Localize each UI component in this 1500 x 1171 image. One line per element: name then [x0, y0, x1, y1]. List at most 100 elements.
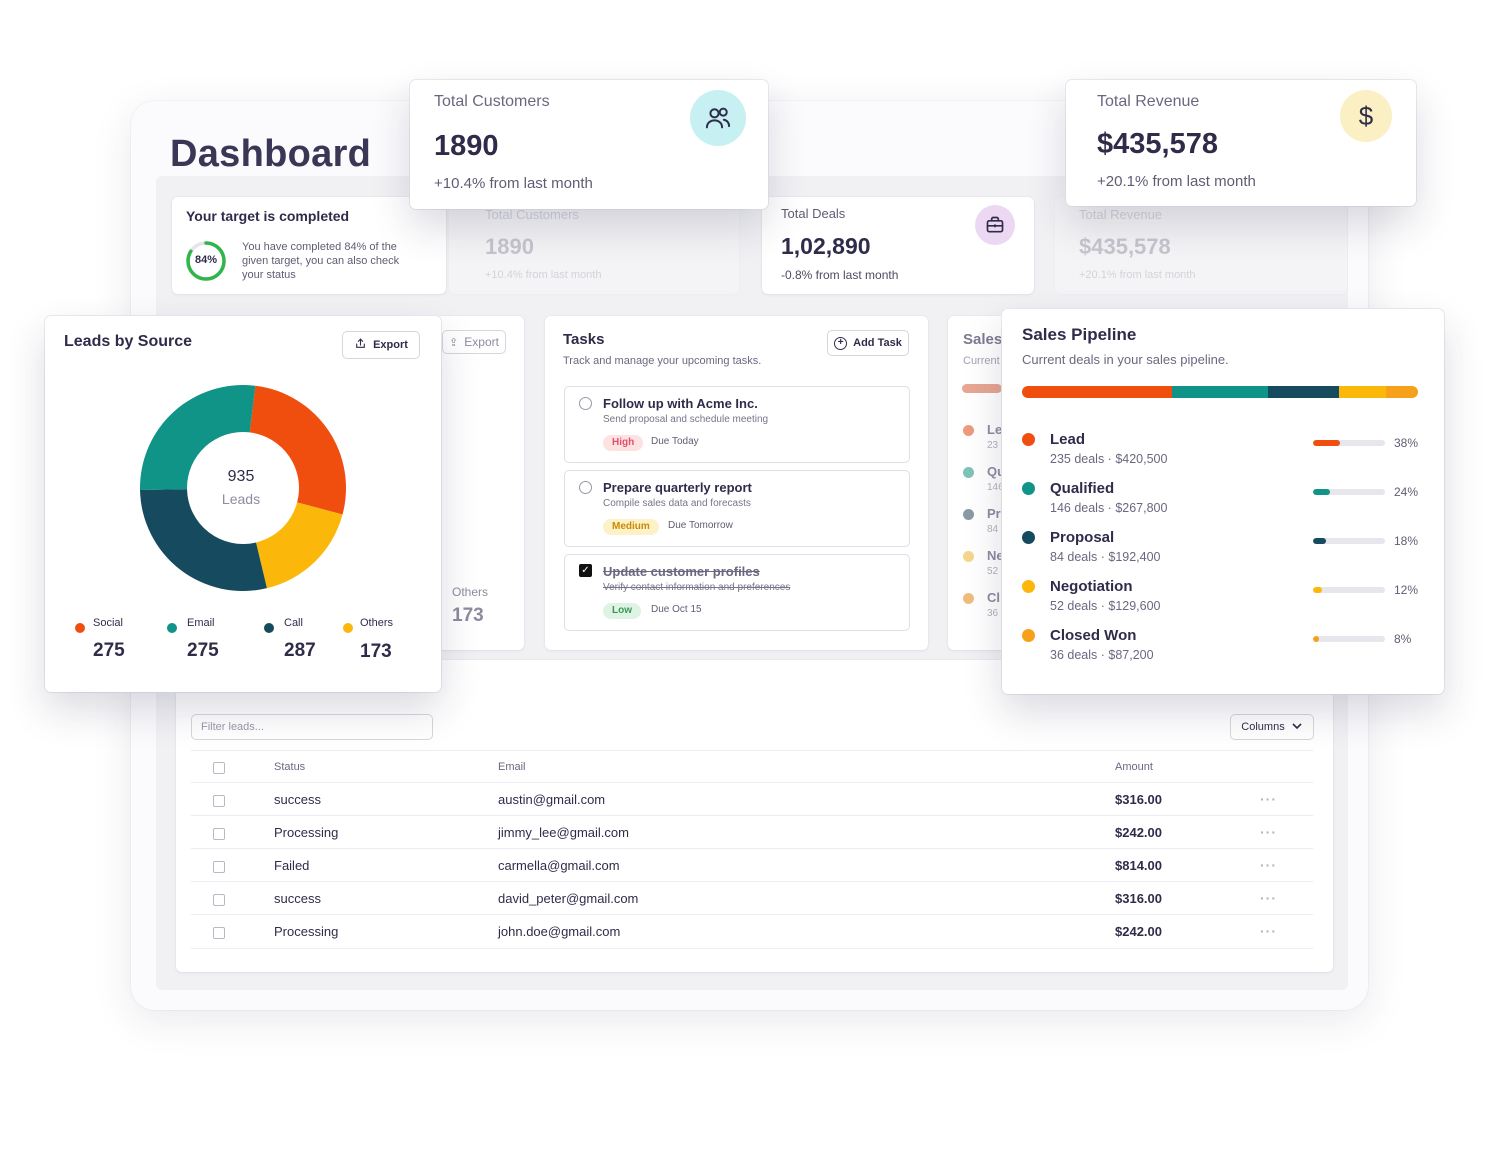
task-description: Compile sales data and forecasts	[603, 498, 751, 509]
bg-pipeline-stage: Cl	[987, 590, 1000, 605]
table-row[interactable]	[191, 881, 1313, 915]
leads-donut-chart	[140, 385, 346, 591]
leads-by-source-title: Leads by Source	[64, 333, 193, 350]
deals-value: 1,02,890	[781, 233, 871, 259]
deals-change: -0.8% from last month	[781, 268, 899, 282]
bg-pipeline-sub: 52	[987, 566, 999, 577]
bg-customers-value: 1890	[485, 234, 534, 259]
row-email: david_peter@gmail.com	[498, 891, 639, 906]
leads-filter-input[interactable]: Filter leads...	[191, 714, 433, 740]
row-checkbox[interactable]	[213, 894, 225, 906]
task-radio[interactable]	[579, 397, 592, 410]
header-amount[interactable]: Amount	[1115, 761, 1153, 773]
pipeline-stage-percent: 8%	[1394, 632, 1412, 646]
header-status[interactable]: Status	[274, 761, 306, 773]
pipeline-stage-name: Proposal	[1050, 529, 1115, 546]
donut-slice-social	[249, 385, 346, 515]
row-email: jimmy_lee@gmail.com	[498, 825, 629, 840]
row-amount: $316.00	[1115, 891, 1162, 906]
row-menu-icon[interactable]: ···	[1260, 923, 1277, 939]
pipeline-progress-fill	[1313, 587, 1322, 593]
columns-button[interactable]: Columns	[1230, 714, 1314, 740]
pipeline-stage-percent: 24%	[1394, 485, 1419, 499]
row-menu-icon[interactable]: ···	[1260, 824, 1277, 840]
pipeline-segment-proposal	[1267, 386, 1339, 398]
export-button[interactable]: Export	[342, 331, 420, 359]
bg-pipeline-dot	[963, 467, 974, 478]
row-menu-icon[interactable]: ···	[1260, 890, 1277, 906]
bg-pipeline-title: Sales	[963, 331, 1003, 348]
row-amount: $242.00	[1115, 825, 1162, 840]
legend-label-social: Social	[93, 617, 123, 629]
pipeline-stage-name: Qualified	[1050, 480, 1115, 497]
table-row[interactable]	[191, 815, 1313, 849]
leads-table-card	[176, 660, 1333, 972]
pipeline-progress-fill	[1313, 538, 1326, 544]
pipeline-progress-fill	[1313, 636, 1319, 642]
task-due: Due Tomorrow	[668, 520, 733, 531]
task-item[interactable]: ✓ Update customer profiles Verify contac…	[564, 554, 910, 631]
add-task-button[interactable]: + Add Task	[827, 330, 909, 356]
row-checkbox[interactable]	[213, 828, 225, 840]
pipeline-stage-detail: 146 deals · $267,800	[1050, 501, 1168, 515]
tasks-subtitle: Track and manage your upcoming tasks.	[563, 355, 762, 367]
row-checkbox[interactable]	[213, 927, 225, 939]
pipeline-stage-name: Negotiation	[1050, 578, 1133, 595]
task-item[interactable]: Follow up with Acme Inc. Send proposal a…	[564, 386, 910, 463]
bg-pipeline-stage: Pr	[987, 506, 1001, 521]
revenue-card: Total Revenue $435,578 +20.1% from last …	[1066, 80, 1416, 206]
export-label: Export	[373, 339, 408, 351]
target-description: You have completed 84% of the given targ…	[242, 241, 400, 281]
dollar-icon: $	[1340, 90, 1392, 142]
columns-label: Columns	[1241, 721, 1285, 733]
task-checkbox-checked[interactable]: ✓	[579, 564, 592, 577]
pipeline-title: Sales Pipeline	[1022, 325, 1137, 344]
legend-dot-others	[343, 623, 353, 633]
select-all-checkbox[interactable]	[213, 762, 225, 774]
table-header-row	[191, 750, 1313, 782]
bg-pipeline-dot	[963, 593, 974, 604]
leads-by-source-card	[45, 316, 441, 692]
row-amount: $242.00	[1115, 924, 1162, 939]
pipeline-stage-detail: 36 deals · $87,200	[1050, 648, 1154, 662]
bg-customers-label: Total Customers	[485, 207, 579, 222]
row-menu-icon[interactable]: ···	[1260, 857, 1277, 873]
task-item[interactable]: Prepare quarterly report Compile sales d…	[564, 470, 910, 547]
row-status: success	[274, 891, 321, 906]
table-row[interactable]	[191, 848, 1313, 882]
pipeline-stage-name: Lead	[1050, 431, 1086, 448]
priority-badge: Low	[603, 603, 641, 619]
add-task-label: Add Task	[853, 337, 902, 349]
revenue-change: +20.1% from last month	[1097, 173, 1256, 190]
row-checkbox[interactable]	[213, 795, 225, 807]
legend-dot-social	[75, 623, 85, 633]
row-email: carmella@gmail.com	[498, 858, 620, 873]
bg-export-icon: ⇪	[449, 336, 459, 349]
plus-circle-icon: +	[834, 336, 848, 350]
table-row[interactable]	[191, 782, 1313, 816]
tasks-title: Tasks	[563, 331, 605, 348]
row-amount: $814.00	[1115, 858, 1162, 873]
row-checkbox[interactable]	[213, 861, 225, 873]
pipeline-stacked-bar	[1022, 386, 1418, 398]
bg-revenue-card: Total Revenue $435,578 +20.1% from last …	[1055, 197, 1347, 294]
row-menu-icon[interactable]: ···	[1260, 791, 1277, 807]
pipeline-stage-detail: 235 deals · $420,500	[1050, 452, 1168, 466]
priority-badge: Medium	[603, 519, 659, 535]
bg-others-label: Others	[452, 585, 489, 599]
pipeline-dot-closed-won	[1022, 629, 1035, 642]
table-row[interactable]	[191, 914, 1313, 949]
bg-pipeline-stage: Le	[987, 422, 1003, 437]
bg-pipeline-bar	[962, 384, 1002, 393]
row-amount: $316.00	[1115, 792, 1162, 807]
task-radio[interactable]	[579, 481, 592, 494]
pipeline-stage-percent: 38%	[1394, 436, 1419, 450]
task-description: Send proposal and schedule meeting	[603, 414, 769, 425]
bg-customers-card: Total Customers 1890 +10.4% from last mo…	[449, 197, 739, 294]
legend-label-email: Email	[187, 617, 215, 629]
pipeline-progress-track	[1313, 440, 1385, 446]
bg-pipeline-dot	[963, 509, 974, 520]
export-icon	[354, 337, 367, 353]
pipeline-progress-track	[1313, 587, 1385, 593]
header-email[interactable]: Email	[498, 761, 526, 773]
